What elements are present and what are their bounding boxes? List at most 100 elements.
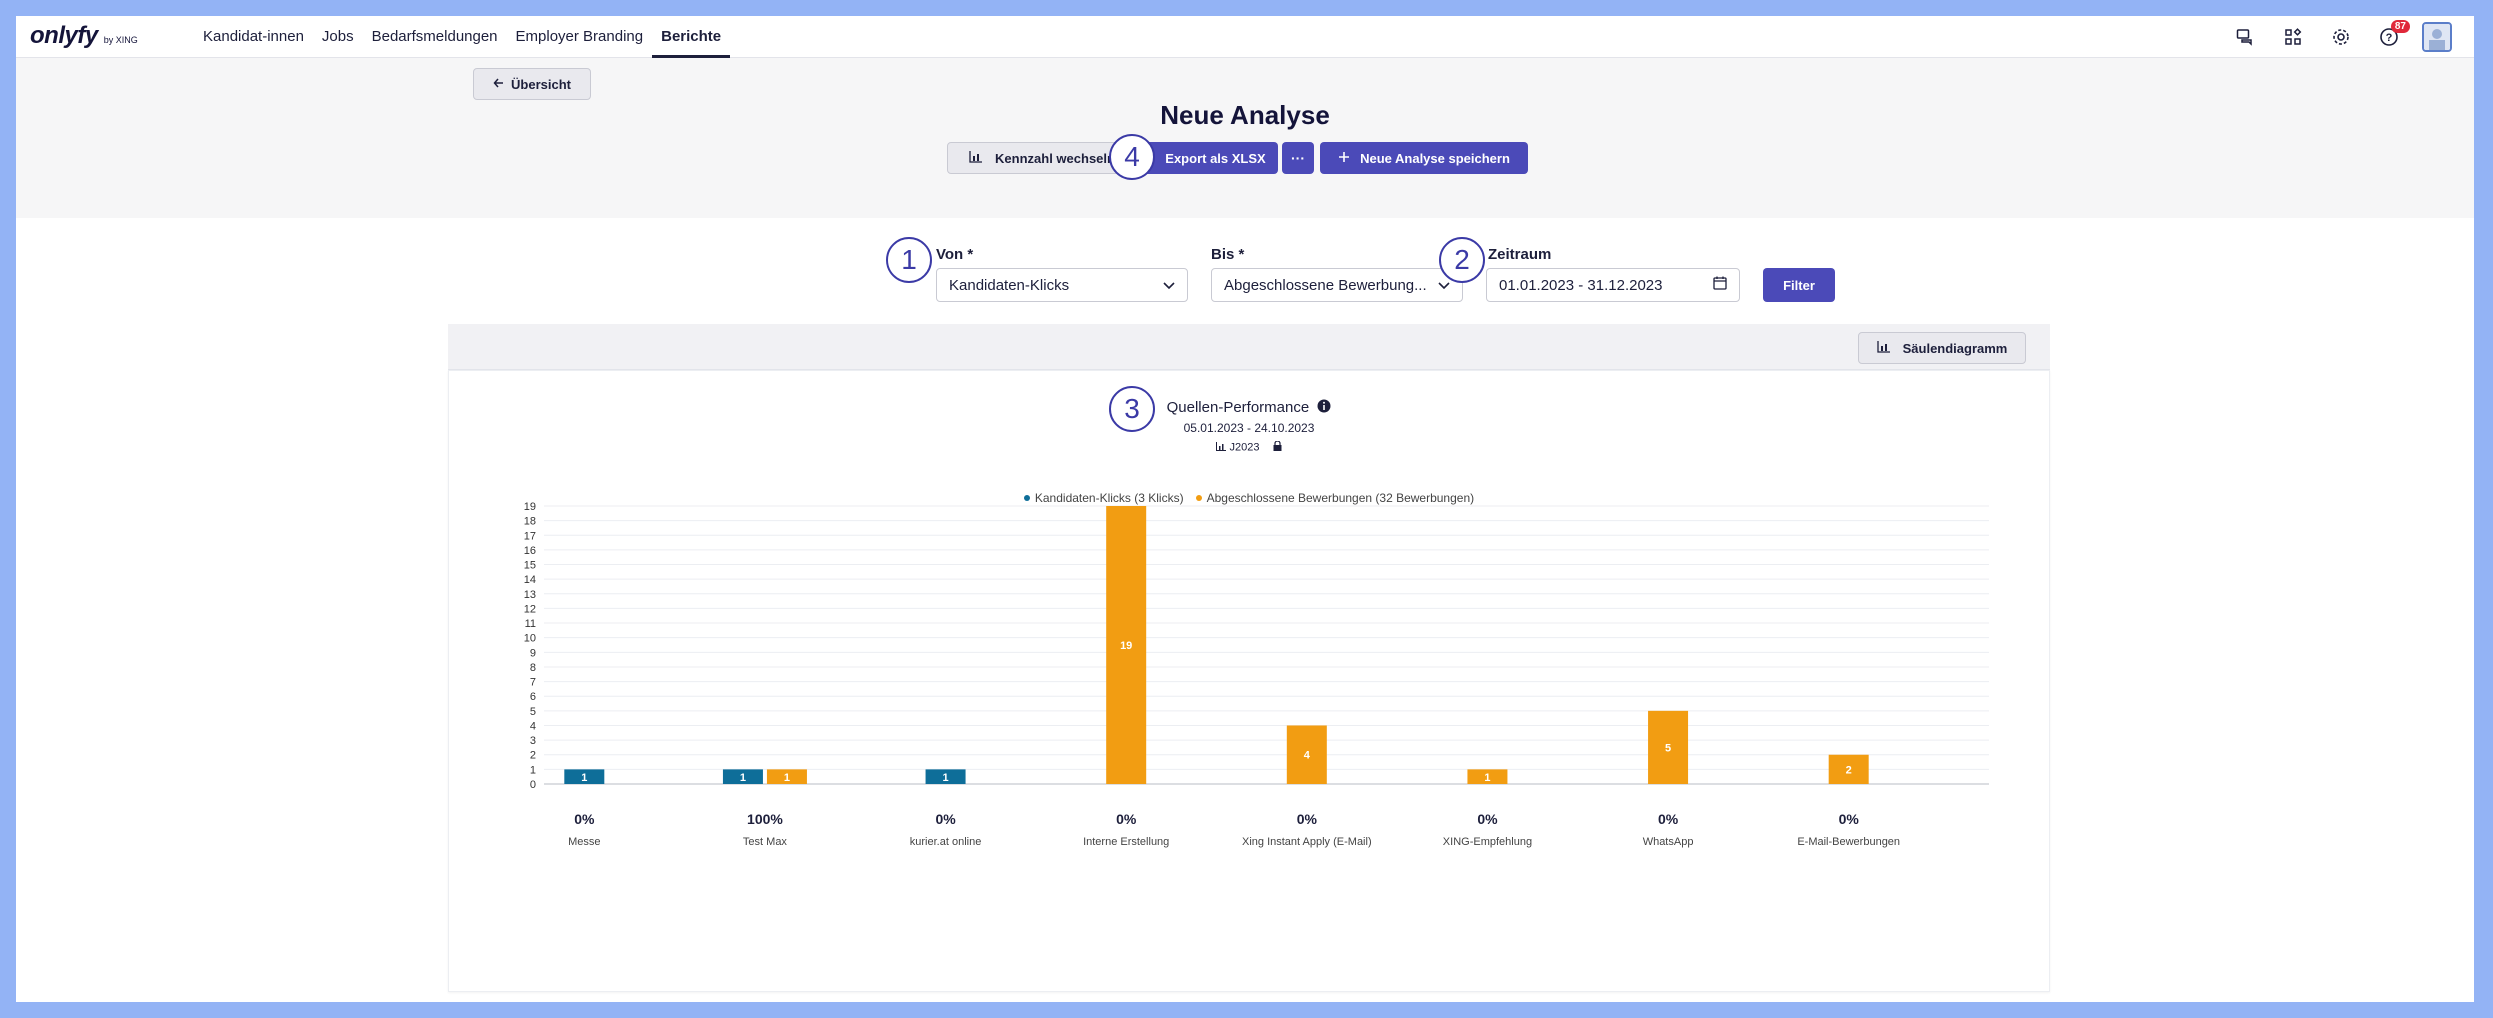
y-tick-label: 0 (530, 779, 536, 791)
top-navigation: onlyfy by XING Kandidat-innen Jobs Bedar… (16, 16, 2474, 58)
settings-icon[interactable] (2326, 22, 2356, 52)
x-tick-label: WhatsApp (1643, 836, 1694, 848)
chart-tag: J2023 (449, 440, 2049, 454)
y-tick-label: 8 (530, 662, 536, 674)
bar-value-label: 1 (581, 772, 587, 784)
y-tick-label: 19 (524, 501, 536, 513)
chart-type-button[interactable]: Säulendiagramm (1858, 332, 2026, 364)
logo-text: onlyfy (30, 22, 98, 49)
info-icon[interactable] (1317, 399, 1331, 417)
category-percentage: 0% (1116, 811, 1137, 827)
chevron-down-icon (1438, 277, 1450, 294)
bar-value-label: 1 (784, 772, 790, 784)
y-tick-label: 15 (524, 560, 536, 572)
y-tick-label: 2 (530, 750, 536, 762)
category-percentage: 0% (1839, 811, 1860, 827)
step-marker-1: 1 (886, 237, 932, 283)
legend-item-applications[interactable]: Abgeschlossene Bewerbungen (32 Bewerbung… (1195, 491, 1474, 505)
x-tick-label: XING-Empfehlung (1443, 836, 1532, 848)
save-label: Neue Analyse speichern (1360, 150, 1510, 166)
chat-icon[interactable] (2230, 22, 2260, 52)
main-nav: Kandidat-innen Jobs Bedarfsmeldungen Emp… (194, 16, 731, 58)
svg-text:?: ? (2386, 32, 2393, 44)
back-label: Übersicht (511, 76, 571, 92)
step-marker-2: 2 (1439, 237, 1485, 283)
bar-value-label: 5 (1665, 742, 1671, 754)
y-tick-label: 7 (530, 677, 536, 689)
bar-chart-icon (1876, 340, 1891, 356)
save-analysis-button[interactable]: Neue Analyse speichern (1320, 142, 1528, 174)
bis-value: Abgeschlossene Bewerbung... (1224, 276, 1427, 294)
tag-chart-icon (1216, 441, 1227, 454)
y-tick-label: 1 (530, 764, 536, 776)
category-percentage: 0% (1297, 811, 1318, 827)
date-range-value: 01.01.2023 - 31.12.2023 (1499, 276, 1663, 294)
help-icon[interactable]: ? 87 (2374, 20, 2410, 52)
von-label: Von * (936, 246, 974, 263)
date-range-input[interactable]: 01.01.2023 - 31.12.2023 (1486, 268, 1740, 302)
calendar-icon (1713, 276, 1727, 294)
logo[interactable]: onlyfy by XING (30, 22, 138, 50)
apps-icon[interactable] (2278, 22, 2308, 52)
bar-applications (1467, 769, 1508, 784)
category-percentage: 0% (1658, 811, 1679, 827)
legend-dot-clicks (1023, 495, 1030, 501)
chart-legend: Kandidaten-Klicks (3 Klicks) Abgeschloss… (449, 491, 2049, 505)
change-metric-button[interactable]: Kennzahl wechseln (947, 142, 1137, 174)
zeitraum-label: Zeitraum (1488, 246, 1552, 263)
legend-item-clicks[interactable]: Kandidaten-Klicks (3 Klicks) (1023, 491, 1184, 505)
y-tick-label: 6 (530, 691, 536, 703)
nav-item-kandidatinnen[interactable]: Kandidat-innen (203, 28, 304, 45)
nav-item-jobs[interactable]: Jobs (321, 28, 354, 45)
plus-icon (1338, 151, 1350, 166)
chart-title-text: Quellen-Performance (1166, 399, 1310, 416)
step-marker-4: 4 (1109, 134, 1155, 180)
von-value: Kandidaten-Klicks (949, 276, 1070, 294)
back-overview-button[interactable]: Übersicht (473, 68, 591, 100)
nav-item-employer-branding[interactable]: Employer Branding (515, 28, 644, 45)
bar-applications (1828, 754, 1869, 784)
chevron-down-icon (1163, 277, 1175, 294)
chart-tag-label: J2023 (1229, 441, 1260, 454)
export-xlsx-button[interactable]: Export als XLSX (1131, 142, 1278, 174)
filter-button[interactable]: Filter (1763, 268, 1835, 302)
y-tick-label: 18 (524, 516, 536, 528)
chart-type-label: Säulendiagramm (1902, 340, 2008, 356)
y-tick-label: 3 (530, 735, 536, 747)
bis-label: Bis * (1211, 246, 1245, 263)
chart-card: Quellen-Performance 05.01.2023 - 24.10.2… (448, 370, 2050, 992)
avatar[interactable] (2422, 22, 2452, 52)
logo-subtext: by XING (103, 35, 138, 45)
bar-value-label: 2 (1846, 764, 1852, 776)
y-tick-label: 5 (530, 706, 536, 718)
x-tick-label: Messe (568, 836, 600, 848)
category-percentage: 100% (747, 811, 783, 827)
nav-item-bedarfsmeldungen[interactable]: Bedarfsmeldungen (371, 28, 498, 45)
y-tick-label: 13 (524, 589, 536, 601)
chart-toolbar: Säulendiagramm (448, 324, 2050, 370)
x-tick-label: E-Mail-Bewerbungen (1797, 836, 1900, 848)
step-marker-3: 3 (1109, 386, 1155, 432)
y-tick-label: 11 (525, 618, 536, 630)
top-icons: ? 87 (2230, 20, 2452, 52)
more-options-button[interactable]: ··· (1282, 142, 1314, 174)
y-tick-label: 4 (530, 720, 536, 732)
category-percentage: 0% (935, 811, 956, 827)
bar-applications (1286, 725, 1327, 784)
bar-value-label: 4 (1304, 750, 1311, 762)
bar-applications (1106, 506, 1147, 784)
bar-applications (766, 769, 807, 784)
x-tick-label: Xing Instant Apply (E-Mail) (1242, 836, 1372, 848)
app-window: onlyfy by XING Kandidat-innen Jobs Bedar… (16, 16, 2474, 1002)
y-tick-label: 10 (524, 633, 536, 645)
bar-value-label: 19 (1120, 640, 1132, 652)
arrow-left-icon (493, 77, 505, 92)
bar-clicks (564, 769, 605, 784)
x-tick-label: Test Max (743, 836, 788, 848)
y-tick-label: 14 (524, 574, 536, 586)
nav-item-berichte[interactable]: Berichte (652, 16, 731, 58)
bis-select[interactable]: Abgeschlossene Bewerbung... (1211, 268, 1463, 302)
export-label: Export als XLSX (1165, 150, 1266, 166)
von-select[interactable]: Kandidaten-Klicks (936, 268, 1188, 302)
